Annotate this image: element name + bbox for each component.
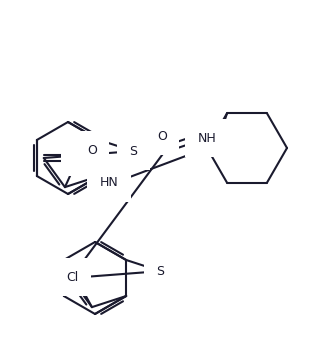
Text: S: S — [130, 144, 137, 158]
Text: O: O — [157, 130, 167, 143]
Text: Cl: Cl — [66, 271, 78, 284]
Text: NH: NH — [198, 132, 216, 145]
Text: HN: HN — [100, 176, 118, 189]
Text: O: O — [87, 143, 97, 156]
Text: S: S — [156, 265, 164, 278]
Text: Cl: Cl — [74, 151, 86, 164]
